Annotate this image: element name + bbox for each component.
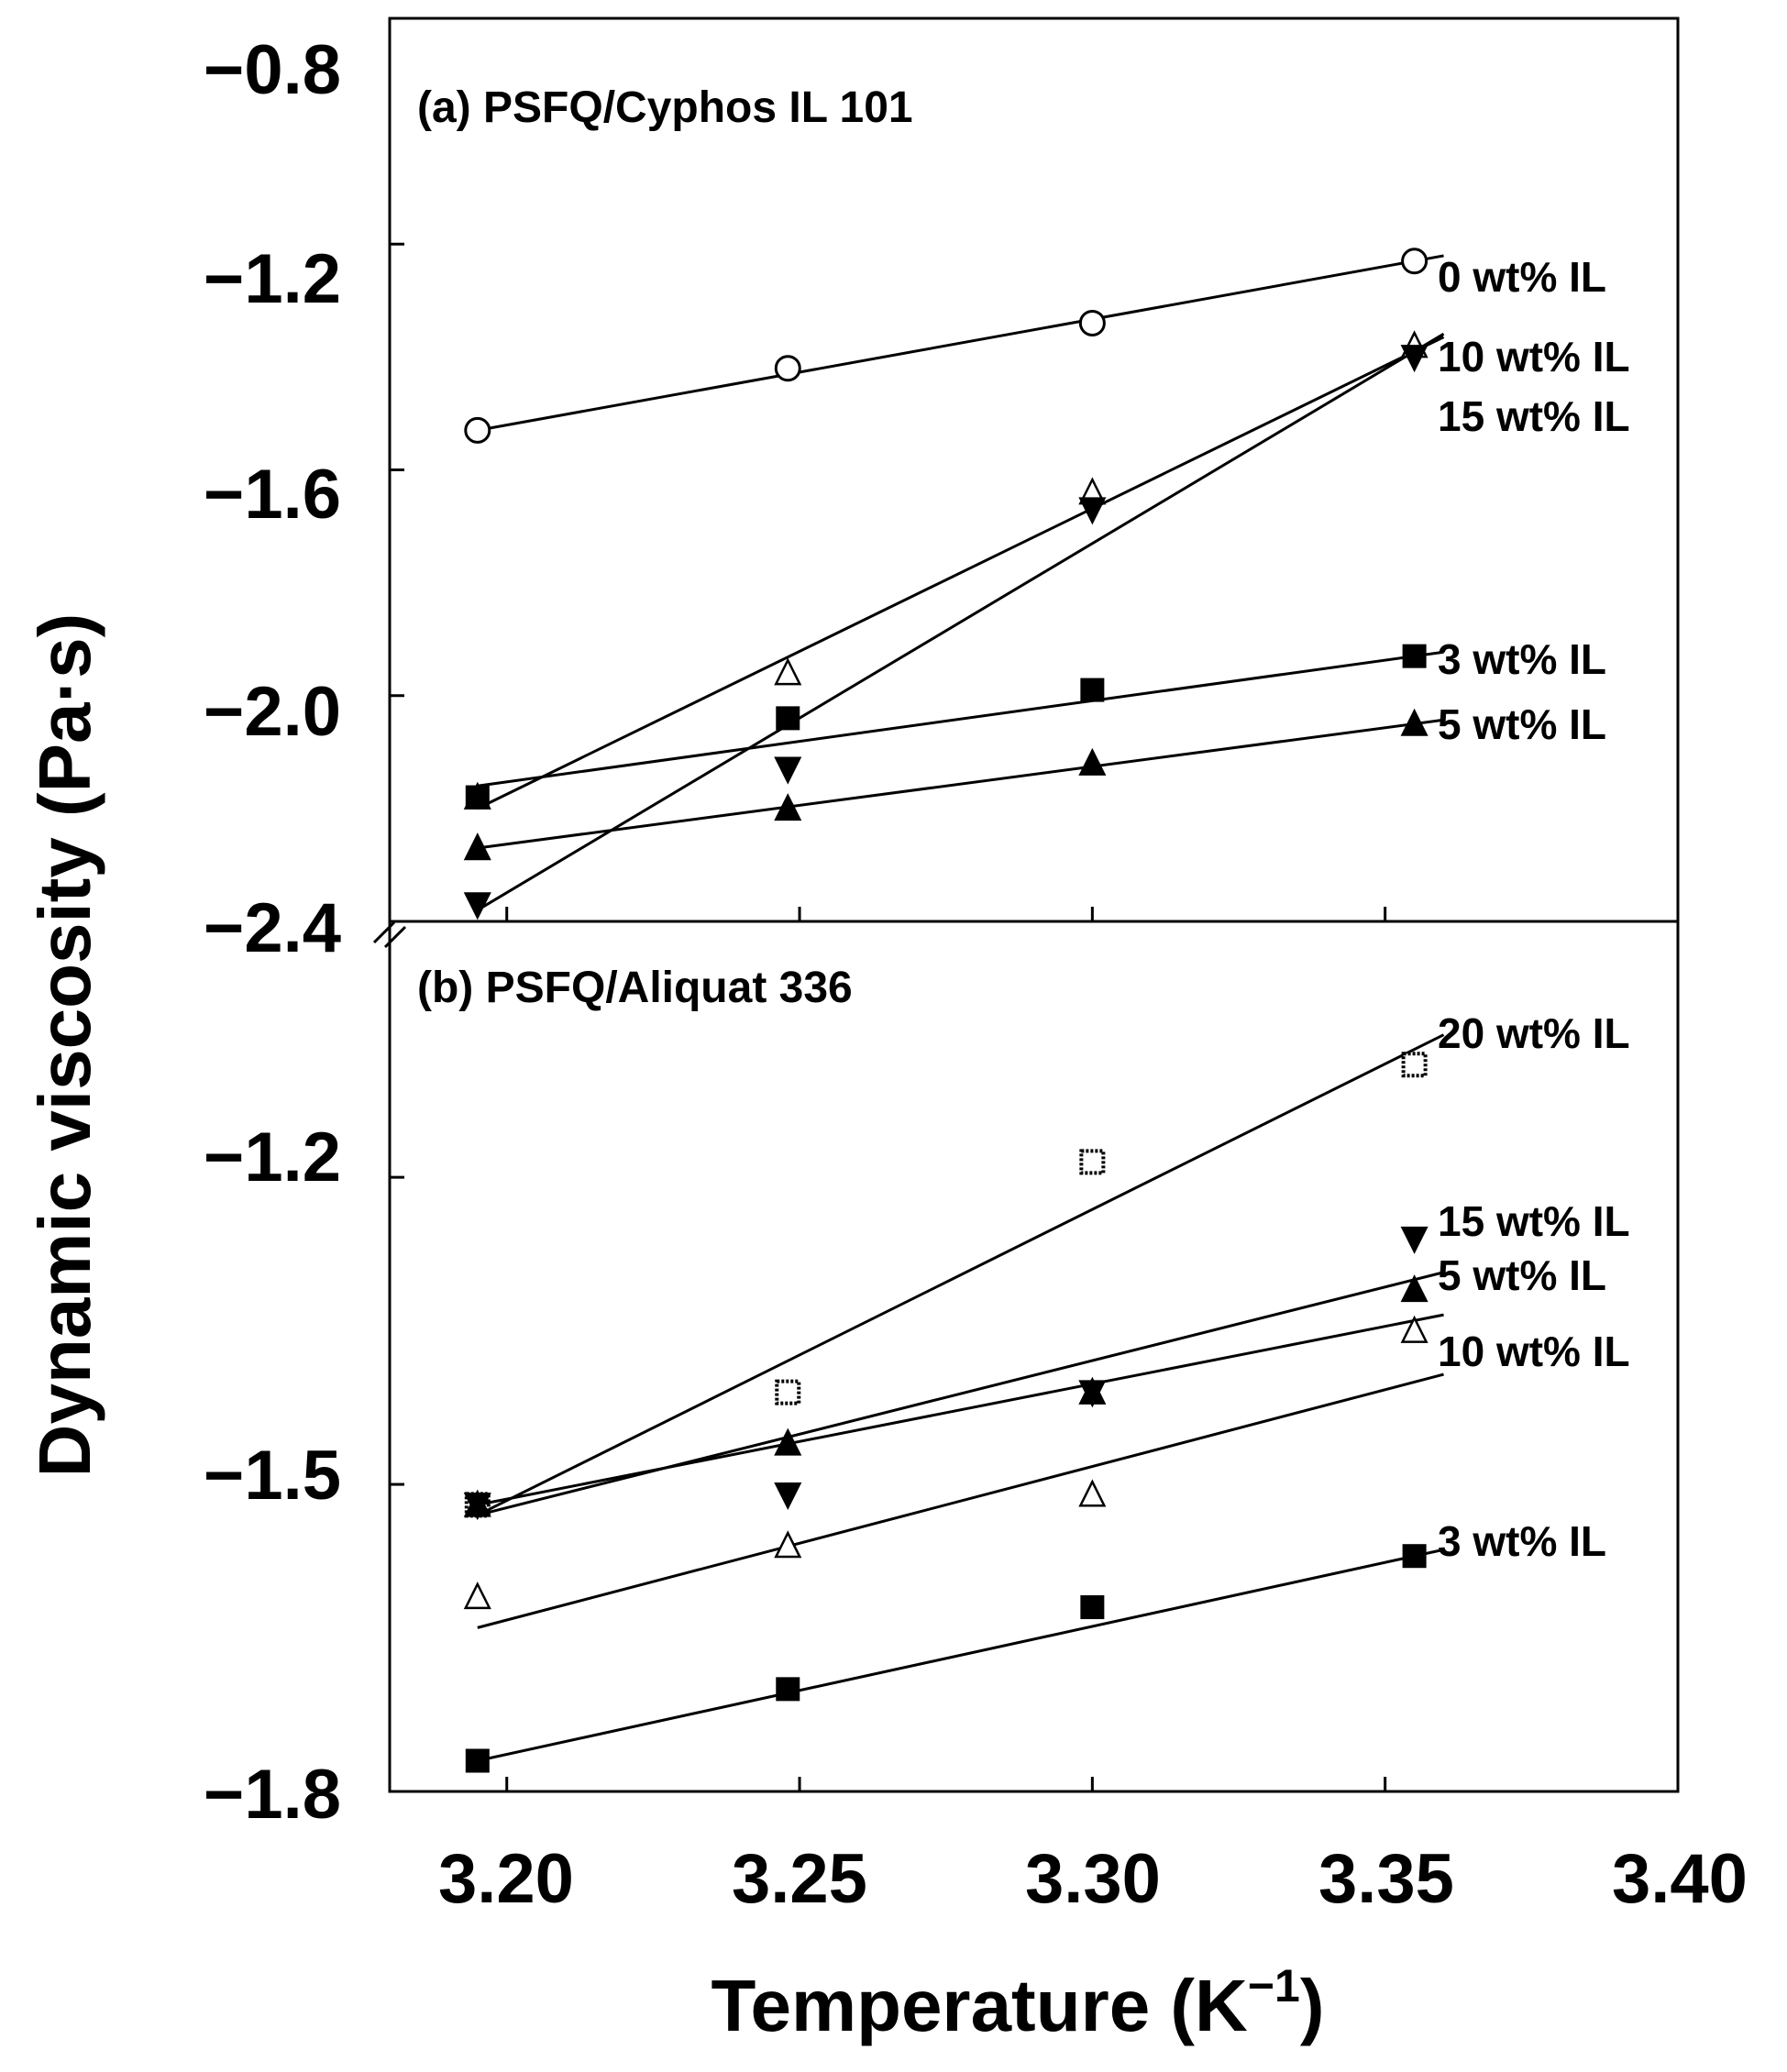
x-tick-label: 3.30: [1025, 1840, 1161, 1918]
data-point: [1078, 747, 1107, 776]
series-label: 0 wt% IL: [1438, 253, 1606, 301]
data-point: [1400, 1315, 1428, 1343]
fit-line: [477, 1313, 1444, 1506]
fit-line: [477, 1372, 1444, 1629]
data-point: [775, 1379, 801, 1405]
data-point: [463, 1582, 491, 1610]
data-point: [776, 1677, 800, 1702]
data-point: [774, 355, 801, 382]
series-b-2: 5 wt% IL: [463, 1251, 1606, 1517]
series-b-3: 10 wt% IL: [463, 1315, 1630, 1629]
panel-b-y-tick-label: −1.2: [204, 1119, 341, 1196]
data-point: [465, 785, 490, 810]
x-tick-label: 3.40: [1612, 1840, 1748, 1918]
data-point: [463, 832, 491, 861]
series-a-3: 3 wt% IL: [465, 635, 1606, 810]
data-point: [464, 416, 491, 444]
fit-line: [477, 1033, 1445, 1516]
panel-a-y-tick-label: −1.6: [204, 456, 341, 534]
fit-line: [477, 650, 1444, 788]
data-point: [774, 756, 802, 785]
x-tick-label: 3.25: [732, 1840, 867, 1918]
data-point: [774, 793, 802, 821]
series-label: 10 wt% IL: [1438, 1328, 1630, 1375]
data-point: [1401, 1052, 1428, 1078]
data-point: [1080, 1595, 1105, 1620]
data-point: [465, 1748, 490, 1773]
data-point: [1078, 309, 1106, 336]
data-point: [1400, 1274, 1428, 1303]
x-tick-label: 3.20: [438, 1840, 574, 1918]
data-point: [463, 892, 491, 920]
panel-b-y-tick-label: −1.5: [204, 1437, 341, 1515]
panel-a-marks: 0 wt% IL 10 wt% IL 15 wt% IL 3 wt% IL 5 wt% …: [390, 17, 1680, 923]
series-label: 10 wt% IL: [1438, 333, 1630, 380]
data-point: [1080, 678, 1105, 702]
panel-a-title: (a) PSFQ/Cyphos IL 101: [417, 83, 913, 132]
x-axis-title-close: ): [1300, 1965, 1325, 2046]
panel-b-title: (b) PSFQ/Aliquat 336: [417, 964, 853, 1012]
series-a-0: 0 wt% IL: [464, 248, 1606, 444]
fit-line: [477, 1548, 1444, 1762]
data-point: [1079, 1149, 1106, 1175]
panel-b-frame: [388, 920, 1680, 1793]
series-label: 20 wt% IL: [1438, 1009, 1630, 1057]
data-point: [1078, 497, 1107, 525]
data-point: [774, 657, 802, 686]
data-point: [774, 1427, 802, 1456]
data-point: [774, 1530, 802, 1559]
data-point: [463, 1489, 491, 1517]
data-point: [1078, 1376, 1107, 1405]
data-point: [1400, 345, 1428, 373]
data-point: [1400, 708, 1428, 736]
fit-line: [477, 336, 1445, 810]
series-label: 15 wt% IL: [1438, 1197, 1630, 1245]
x-tick-label: 3.35: [1318, 1840, 1454, 1918]
series-label: 15 wt% IL: [1438, 392, 1630, 440]
series-a-4: 5 wt% IL: [463, 700, 1606, 861]
axis-break-marker: [372, 920, 407, 949]
data-point: [776, 706, 800, 731]
panel-b-y-tick-label: −1.8: [204, 1756, 341, 1834]
data-point: [1402, 644, 1427, 668]
fit-line: [477, 254, 1444, 432]
x-axis-title-superscript: −1: [1248, 1960, 1300, 2011]
data-point: [1400, 1226, 1428, 1254]
fit-line: [477, 1271, 1444, 1517]
series-label: 5 wt% IL: [1438, 1251, 1606, 1299]
panel-a-y-tick-label: −1.2: [204, 240, 341, 318]
x-axis-title: Temperature (K−1): [711, 1960, 1325, 2046]
panel-a-y-tick-label: −2.0: [204, 673, 341, 751]
data-point: [1401, 248, 1428, 275]
fit-line: [477, 332, 1445, 911]
data-point: [774, 1482, 802, 1511]
panel-a-y-tick-label: −0.8: [204, 31, 341, 109]
fit-line: [477, 718, 1444, 850]
x-axis: 3.20 3.25 3.30 3.35 3.40: [438, 1840, 1748, 1918]
panel-b-marks: 20 wt% IL 15 wt% IL 5 wt% IL 10 wt% IL 3 wt%…: [390, 1009, 1680, 1793]
panel-a-y-axis: −0.8 −1.2 −1.6 −2.0 −2.4: [204, 31, 341, 967]
x-axis-title-text: Temperature (K: [711, 1965, 1249, 2046]
series-b-4: 3 wt% IL: [465, 1517, 1606, 1773]
panel-b-y-axis: −1.2 −1.5 −1.8: [204, 1119, 341, 1834]
series-label: 3 wt% IL: [1438, 635, 1606, 683]
data-point: [1402, 1544, 1427, 1569]
y-axis-title: Dynamic viscosity (Pa·s): [24, 613, 105, 1478]
series-label: 5 wt% IL: [1438, 700, 1606, 748]
series-label: 3 wt% IL: [1438, 1517, 1606, 1565]
data-point: [1078, 1479, 1107, 1507]
panel-a-y-tick-label: −2.4: [204, 889, 341, 967]
series-a-2: 15 wt% IL: [463, 332, 1630, 920]
